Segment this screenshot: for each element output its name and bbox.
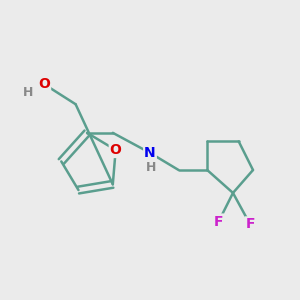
Text: H: H [146,161,157,174]
Text: O: O [110,143,122,157]
Text: N: N [144,146,156,160]
Text: O: O [38,77,50,91]
Text: F: F [245,218,255,231]
Text: F: F [214,214,224,229]
Text: H: H [23,86,34,99]
